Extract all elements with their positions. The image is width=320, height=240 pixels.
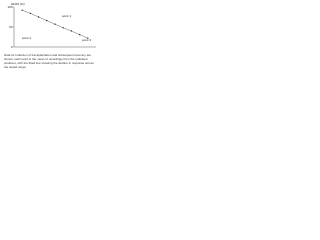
point — [21, 9, 23, 11]
annotation: point 2 — [22, 36, 31, 40]
y-tick-label: 50 — [9, 25, 13, 29]
chart: ΔF/F0 (%) 0 50 100 point 1 point 2 point 3 — [7, 2, 96, 49]
point — [54, 23, 56, 25]
point — [78, 33, 81, 36]
point — [29, 12, 32, 15]
caption: Data for induction of transplantation an… — [4, 53, 94, 69]
page: {"chart_data": {"type": "line", "y_label… — [0, 0, 100, 83]
y-tick-label: 100 — [7, 5, 12, 9]
y-tick-label: 0 — [11, 45, 13, 49]
point — [62, 27, 64, 29]
annotation: point 3 — [82, 38, 91, 42]
point — [37, 16, 40, 18]
point — [87, 37, 89, 39]
annotation: point 1 — [62, 14, 71, 18]
y-axis-title: ΔF/F0 (%) — [11, 2, 25, 6]
point — [70, 30, 73, 32]
point — [46, 19, 48, 22]
